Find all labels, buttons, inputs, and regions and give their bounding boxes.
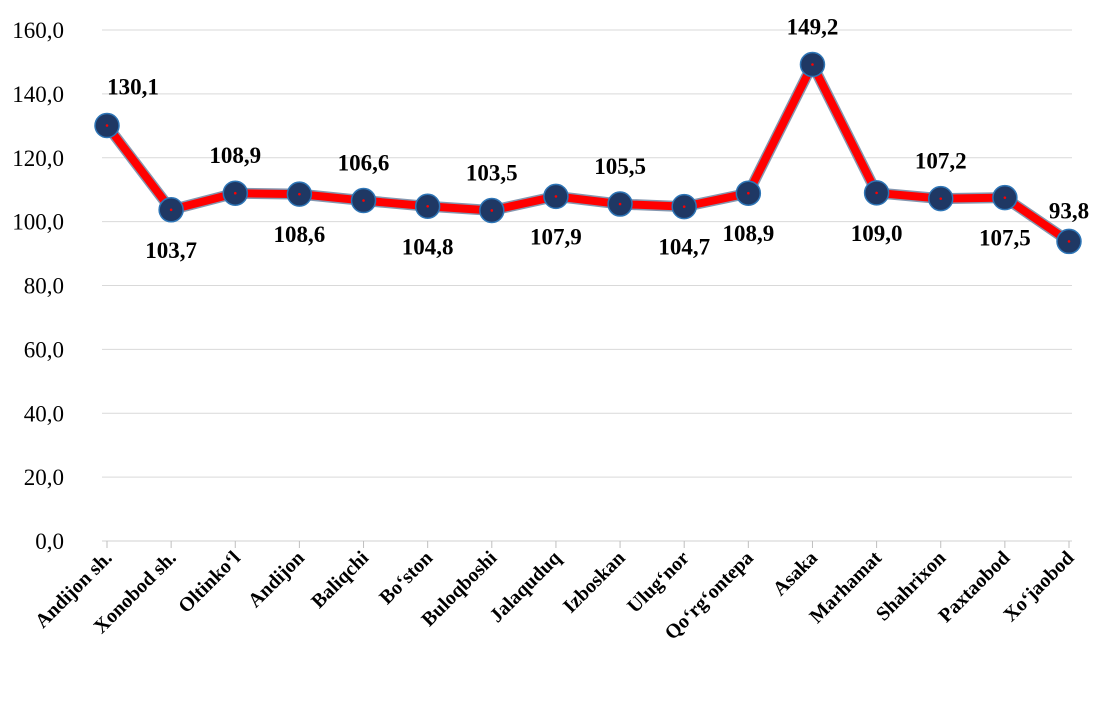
data-point-center — [491, 209, 494, 212]
y-tick-label: 100,0 — [12, 210, 64, 235]
data-label: 108,9 — [722, 221, 774, 246]
data-labels: 130,1 103,7 108,9 108,6 106,6 104,8 103,5 107,9… — [107, 14, 1089, 262]
data-point-center — [426, 205, 429, 208]
data-label: 105,5 — [594, 154, 646, 179]
y-tick-label: 60,0 — [24, 337, 64, 362]
gridlines — [102, 30, 1072, 477]
data-label: 104,7 — [658, 235, 710, 260]
data-label: 103,7 — [145, 238, 197, 263]
data-label: 108,9 — [209, 143, 261, 168]
data-label: 107,5 — [979, 226, 1031, 251]
data-point-center — [939, 197, 942, 200]
y-tick-label: 160,0 — [12, 18, 64, 43]
data-point-center — [811, 63, 814, 66]
y-axis-tick-labels: 0,0 20,0 40,0 60,0 80,0 100,0 120,0 140,0 160,0 — [12, 18, 64, 554]
category-label: Xo‘jaobod — [999, 547, 1078, 626]
data-label: 93,8 — [1049, 198, 1089, 223]
data-point-center — [555, 195, 558, 198]
data-point-center — [747, 192, 750, 195]
data-label: 104,8 — [402, 234, 454, 259]
category-label: Asaka — [769, 547, 822, 600]
category-label: Izboskan — [559, 547, 630, 618]
data-point-center — [106, 124, 109, 127]
x-axis — [102, 541, 1072, 548]
y-tick-label: 0,0 — [35, 529, 64, 554]
data-point-center — [619, 203, 622, 206]
data-point-center — [875, 192, 878, 195]
data-label: 109,0 — [851, 221, 903, 246]
y-tick-label: 140,0 — [12, 82, 64, 107]
data-label: 130,1 — [107, 74, 159, 99]
data-point-center — [1068, 240, 1071, 243]
data-label: 106,6 — [338, 151, 390, 176]
data-label: 108,6 — [274, 222, 326, 247]
data-point-center — [683, 205, 686, 208]
category-label: Oltinko‘l — [174, 547, 245, 618]
data-point-center — [234, 192, 237, 195]
category-label: Andijon — [244, 547, 309, 612]
y-tick-label: 40,0 — [24, 401, 64, 426]
category-label: Bo‘ston — [375, 547, 437, 609]
y-tick-label: 80,0 — [24, 274, 64, 299]
data-point-center — [298, 193, 301, 196]
data-label: 107,9 — [530, 224, 582, 249]
data-label: 107,2 — [915, 149, 967, 174]
data-label: 149,2 — [787, 14, 839, 39]
category-label: Baliqchi — [307, 547, 373, 613]
y-tick-label: 20,0 — [24, 465, 64, 490]
y-tick-label: 120,0 — [12, 146, 64, 171]
data-label: 103,5 — [466, 160, 518, 185]
data-point-center — [170, 209, 173, 212]
data-point-center — [362, 199, 365, 202]
data-point-center — [1004, 196, 1007, 199]
category-labels: Andijon sh.Xonobod sh.Oltinko‘l AndijonBa… — [31, 547, 1079, 645]
